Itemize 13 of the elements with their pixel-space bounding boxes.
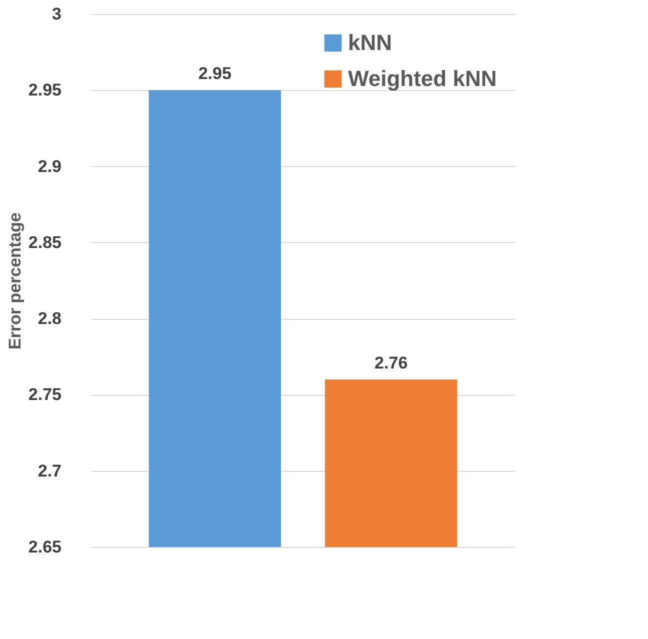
y-tick-label: 2.8 (38, 309, 62, 328)
y-tick-label: 2.85 (28, 232, 62, 252)
legend-label: kNN (348, 30, 392, 55)
y-tick-label: 2.7 (38, 461, 62, 480)
y-tick-label: 2.9 (38, 156, 62, 176)
y-tick-label: 3 (52, 4, 62, 24)
data-label: 2.95 (198, 64, 232, 84)
data-label: 2.76 (374, 353, 408, 372)
y-axis-title: Error percentage (5, 212, 24, 350)
y-tick-label: 2.75 (28, 385, 62, 404)
y-tick-label: 2.65 (28, 538, 62, 556)
legend-label: Weighted kNN (348, 66, 497, 91)
y-tick-label: 2.95 (28, 80, 62, 100)
